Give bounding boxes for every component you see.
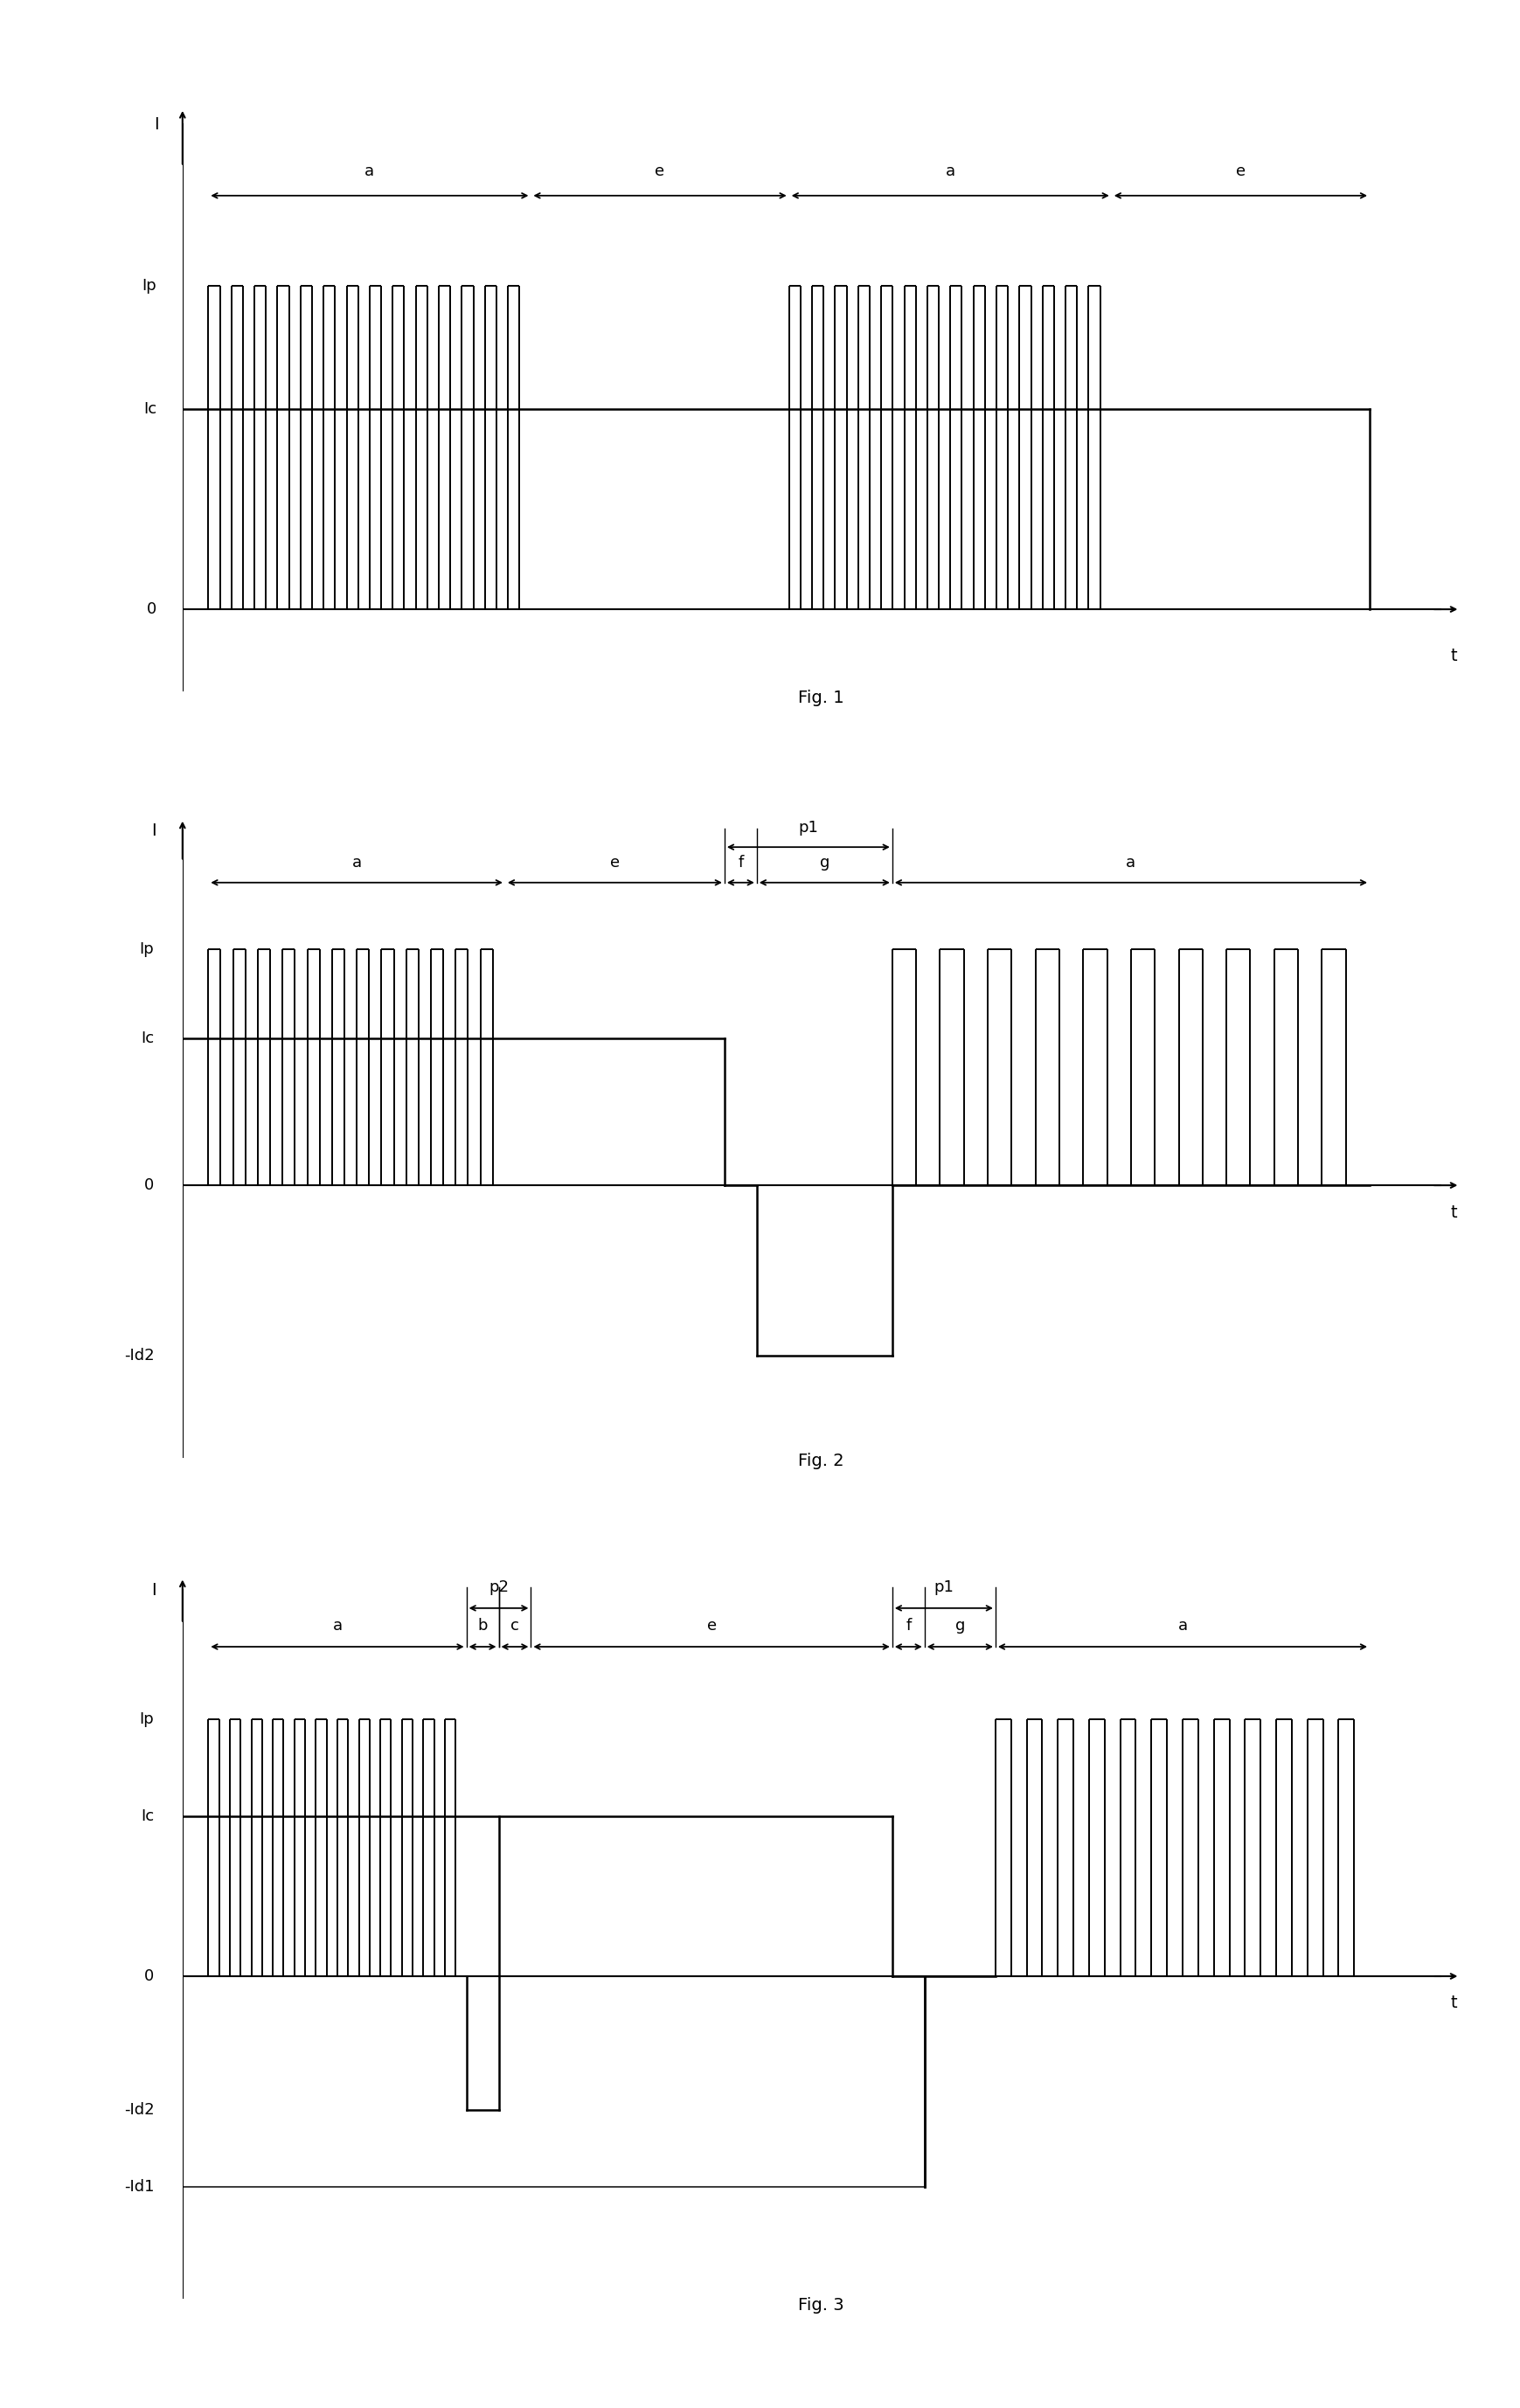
Text: e: e [655,164,664,181]
Text: f: f [904,1618,910,1635]
Text: c: c [511,1618,518,1635]
Text: t: t [1450,648,1456,665]
Text: 0: 0 [147,602,157,616]
Text: b: b [477,1618,488,1635]
Text: a: a [333,1618,342,1635]
Text: Fig. 2: Fig. 2 [798,1452,844,1469]
Text: e: e [1236,164,1245,181]
Text: Ip: Ip [141,279,157,294]
Text: f: f [737,855,743,872]
Text: p1: p1 [933,1580,953,1594]
Text: a: a [365,164,374,181]
Text: -Id2: -Id2 [123,1348,154,1363]
Text: -Id2: -Id2 [123,2102,154,2119]
Text: Ic: Ic [141,1808,154,1825]
Text: g: g [819,855,828,872]
Text: p1: p1 [798,819,818,836]
Text: 0: 0 [144,1178,154,1192]
Text: a: a [1125,855,1135,872]
Text: Ic: Ic [143,402,157,417]
Text: a: a [351,855,362,872]
Text: Ip: Ip [140,1712,154,1727]
Text: 0: 0 [144,1967,154,1984]
Text: I: I [152,1582,157,1599]
Text: e: e [610,855,619,872]
Text: t: t [1450,1204,1456,1221]
Text: I: I [154,116,160,132]
Text: Fig. 1: Fig. 1 [798,689,844,706]
Text: a: a [1176,1618,1187,1635]
Text: g: g [955,1618,964,1635]
Text: Ic: Ic [141,1031,154,1047]
Text: -Id1: -Id1 [125,2179,154,2196]
Text: e: e [707,1618,716,1635]
Text: t: t [1450,1994,1456,2011]
Text: p2: p2 [488,1580,508,1594]
Text: Fig. 3: Fig. 3 [798,2297,844,2314]
Text: Ip: Ip [140,942,154,956]
Text: a: a [945,164,955,181]
Text: I: I [152,821,157,838]
